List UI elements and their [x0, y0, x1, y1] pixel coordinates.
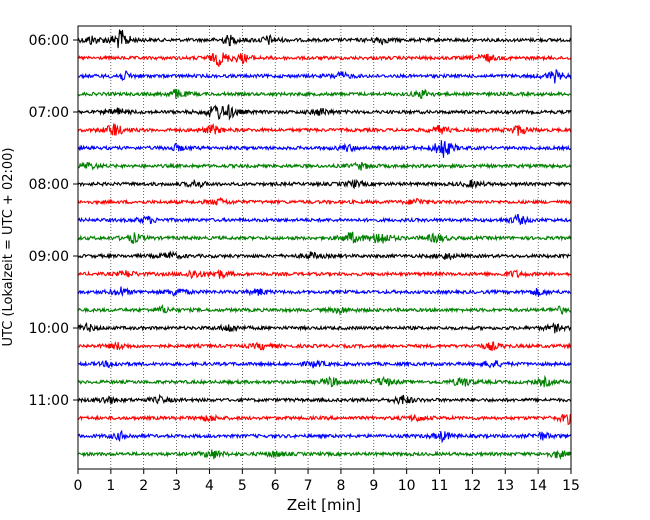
x-tick-label: 11: [431, 478, 449, 494]
x-tick-label: 9: [369, 478, 378, 494]
x-tick-label: 3: [172, 478, 181, 494]
trace-row: [77, 413, 572, 426]
trace-row: [77, 161, 572, 171]
plot-frame: [77, 25, 572, 470]
trace-row: [77, 374, 572, 388]
trace-row: [77, 359, 572, 369]
x-tick-label: 8: [336, 478, 345, 494]
trace-row: [77, 393, 572, 406]
x-tick-label: 5: [238, 478, 247, 494]
y-tick-label: 11:00: [29, 393, 69, 409]
trace-row: [77, 231, 572, 244]
x-tick-label: 0: [74, 478, 83, 494]
seismic-traces: [77, 29, 572, 461]
trace-row: [77, 213, 572, 226]
x-tick-label: 14: [529, 478, 547, 494]
y-tick-label: 07:00: [29, 105, 69, 121]
x-tick-label: 12: [463, 478, 481, 494]
trace-row: [77, 88, 572, 100]
trace-row: [77, 104, 572, 121]
x-axis: 0 1 2 3 4 5 6 7 8 9 10 11 12 13 14 15: [74, 469, 580, 494]
trace-row: [77, 268, 572, 280]
x-tick-label: 10: [398, 478, 416, 494]
x-tick-label: 15: [562, 478, 580, 494]
trace-row: [77, 449, 572, 461]
trace-row: [77, 68, 572, 84]
x-tick-label: 13: [496, 478, 514, 494]
x-tick-label: 2: [139, 478, 148, 494]
gridlines: [110, 26, 539, 469]
trace-row: [77, 122, 572, 136]
trace-row: [77, 29, 571, 49]
y-axis: 06:00 07:00 08:00 09:00 10:00 11:00: [29, 33, 78, 409]
y-axis-label: UTC (Lokalzeit = UTC + 02:00): [1, 148, 16, 347]
trace-row: [77, 429, 572, 444]
x-tick-label: 7: [304, 478, 313, 494]
x-axis-label: Zeit [min]: [287, 496, 361, 514]
x-tick-label: 6: [271, 478, 280, 494]
x-tick-label: 1: [106, 478, 115, 494]
trace-row: [77, 286, 572, 298]
y-tick-label: 10:00: [29, 321, 69, 337]
trace-row: [77, 250, 572, 261]
trace-row: [77, 196, 572, 206]
trace-row: [78, 304, 571, 316]
trace-row: [77, 52, 572, 68]
trace-row: [77, 140, 572, 158]
x-tick-label: 4: [205, 478, 214, 494]
y-tick-label: 09:00: [29, 249, 69, 265]
trace-row: [77, 321, 572, 334]
trace-row: [77, 178, 572, 190]
y-tick-label: 08:00: [29, 177, 69, 193]
y-tick-label: 06:00: [29, 33, 69, 49]
trace-row: [77, 340, 572, 352]
